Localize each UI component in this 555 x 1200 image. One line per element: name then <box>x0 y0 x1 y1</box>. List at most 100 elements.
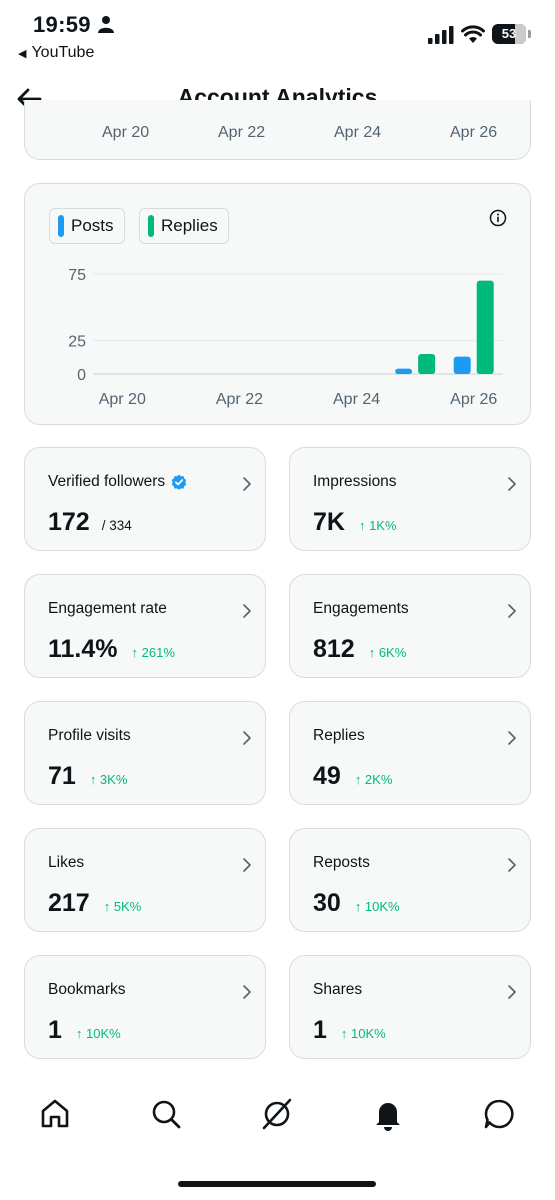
stat-label: Impressions <box>313 473 397 491</box>
stat-change-badge: ↑ 10K% <box>354 899 400 914</box>
stat-value: 1 <box>48 1016 62 1044</box>
stat-change-badge: ↑ 6K% <box>368 645 407 660</box>
chevron-right-icon <box>243 477 251 491</box>
battery-tip <box>528 30 531 38</box>
x-tick-label: Apr 24 <box>333 391 380 408</box>
legend-posts-toggle[interactable]: Posts <box>49 208 125 244</box>
person-icon <box>98 16 114 33</box>
chevron-right-icon <box>243 731 251 745</box>
stat-card-verified-followers[interactable]: Verified followers 172 / 334 <box>24 447 266 551</box>
back-app-label: YouTube <box>31 44 95 61</box>
bar-replies[interactable] <box>418 354 436 374</box>
legend-replies-toggle[interactable]: Replies <box>139 208 229 244</box>
top-chart-tick-label: Apr 24 <box>334 124 382 141</box>
legend-posts-swatch <box>58 215 64 237</box>
bar-posts[interactable] <box>395 368 413 374</box>
chevron-right-icon <box>508 985 516 999</box>
status-bar: 19:59 ◀ YouTube 53 <box>0 0 555 70</box>
stat-value-row: 1 ↑ 10K% <box>48 1016 121 1045</box>
chevron-right-icon <box>508 858 516 872</box>
notifications-icon[interactable] <box>371 1097 405 1131</box>
stat-card-reposts[interactable]: Reposts 30 ↑ 10K% <box>289 828 531 932</box>
y-tick-label: 25 <box>68 334 86 351</box>
stat-value: 812 <box>313 635 355 663</box>
stat-card-replies[interactable]: Replies 49 ↑ 2K% <box>289 701 531 805</box>
stat-label-text: Engagements <box>313 600 409 617</box>
stat-value: 1 <box>313 1016 327 1044</box>
home-indicator <box>178 1181 376 1187</box>
bar-replies[interactable] <box>476 280 494 374</box>
chevron-right-icon <box>243 985 251 999</box>
stat-change-badge: ↑ 261% <box>131 645 175 660</box>
stat-value: 49 <box>313 762 341 790</box>
stat-value-row: 217 ↑ 5K% <box>48 889 141 918</box>
stat-label: Likes <box>48 854 84 872</box>
stat-value-row: 172 / 334 <box>48 508 132 537</box>
chevron-right-icon <box>243 858 251 872</box>
stat-label: Engagements <box>313 600 409 618</box>
stat-value: 71 <box>48 762 76 790</box>
stat-card-profile-visits[interactable]: Profile visits 71 ↑ 3K% <box>24 701 266 805</box>
stat-value-row: 11.4% ↑ 261% <box>48 635 175 664</box>
activity-chart-card: Posts Replies 75 25 0 Apr 20 Apr 22 Apr 24 Apr… <box>24 183 531 425</box>
messages-icon[interactable] <box>482 1097 516 1131</box>
top-chart-tick-label: Apr 20 <box>102 124 150 141</box>
stat-label: Reposts <box>313 854 370 872</box>
stat-card-bookmarks[interactable]: Bookmarks 1 ↑ 10K% <box>24 955 266 1059</box>
stat-card-engagement-rate[interactable]: Engagement rate 11.4% ↑ 261% <box>24 574 266 678</box>
bar-posts[interactable] <box>453 356 471 374</box>
stat-card-engagements[interactable]: Engagements 812 ↑ 6K% <box>289 574 531 678</box>
x-tick-label: Apr 26 <box>450 391 497 408</box>
top-chart-tick-label: Apr 22 <box>218 124 266 141</box>
legend-replies-label: Replies <box>161 216 218 235</box>
x-tick-label: Apr 20 <box>99 391 146 408</box>
info-icon[interactable] <box>489 209 507 227</box>
stat-value-row: 812 ↑ 6K% <box>313 635 406 664</box>
status-time: 19:59 <box>33 12 91 37</box>
stat-value-row: 30 ↑ 10K% <box>313 889 400 918</box>
battery-empty-portion <box>515 24 526 44</box>
y-tick-label: 75 <box>68 267 86 284</box>
stat-card-impressions[interactable]: Impressions 7K ↑ 1K% <box>289 447 531 551</box>
stat-value-row: 71 ↑ 3K% <box>48 762 127 791</box>
x-tick-label: Apr 22 <box>216 391 263 408</box>
stat-total: / 334 <box>101 518 132 533</box>
stat-value-row: 1 ↑ 10K% <box>313 1016 386 1045</box>
stat-change-badge: ↑ 1K% <box>358 518 397 533</box>
stat-label: Bookmarks <box>48 981 126 999</box>
y-tick-label: 0 <box>77 367 86 384</box>
grok-icon[interactable] <box>260 1097 294 1131</box>
stat-label-text: Profile visits <box>48 727 131 744</box>
stat-label: Shares <box>313 981 362 999</box>
stat-card-likes[interactable]: Likes 217 ↑ 5K% <box>24 828 266 932</box>
stat-label-text: Engagement rate <box>48 600 167 617</box>
stat-change-badge: ↑ 10K% <box>75 1026 121 1041</box>
stat-change-badge: ↑ 5K% <box>103 899 142 914</box>
stat-label: Engagement rate <box>48 600 167 618</box>
wifi-icon <box>461 25 485 43</box>
legend-replies-swatch <box>148 215 154 237</box>
chevron-right-icon <box>508 477 516 491</box>
back-triangle-icon: ◀ <box>18 48 27 60</box>
cellular-signal-icon <box>428 26 454 44</box>
top-chart-card: Apr 20 Apr 22 Apr 24 Apr 26 <box>24 100 531 160</box>
search-icon[interactable] <box>149 1097 183 1131</box>
stat-label-text: Likes <box>48 854 85 871</box>
stat-label-text: Replies <box>313 727 365 744</box>
back-to-app-link[interactable]: ◀ YouTube <box>18 44 94 62</box>
chevron-right-icon <box>243 604 251 618</box>
home-icon[interactable] <box>38 1097 72 1131</box>
top-chart-tick-label: Apr 26 <box>450 124 498 141</box>
stat-card-shares[interactable]: Shares 1 ↑ 10K% <box>289 955 531 1059</box>
stat-value: 172 <box>48 508 90 536</box>
chevron-right-icon <box>508 731 516 745</box>
stat-label-text: Bookmarks <box>48 981 126 998</box>
chevron-right-icon <box>508 604 516 618</box>
legend-posts-label: Posts <box>71 216 114 235</box>
stat-value: 11.4% <box>48 635 118 663</box>
bottom-navigation <box>0 1085 555 1155</box>
stat-change-badge: ↑ 10K% <box>340 1026 386 1041</box>
stat-label: Profile visits <box>48 727 131 745</box>
stat-label-text: Shares <box>313 981 363 998</box>
verified-badge-icon <box>171 474 187 490</box>
